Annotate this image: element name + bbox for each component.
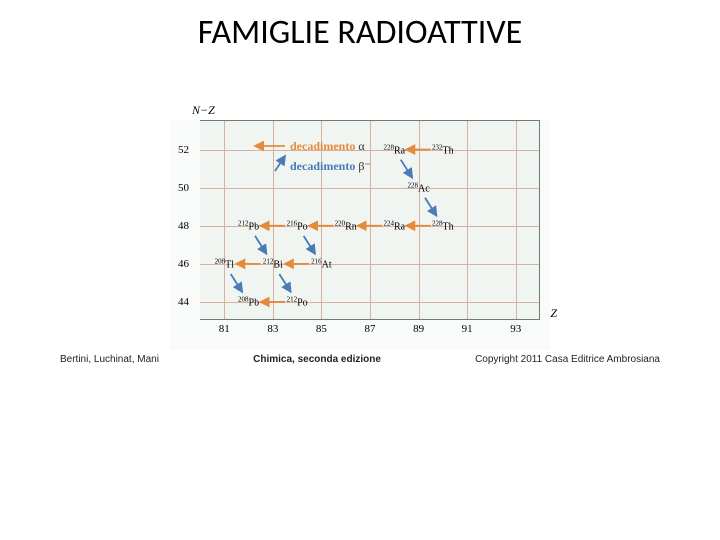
y-tick-label: 46 [178, 258, 189, 270]
x-tick-label: 89 [413, 323, 424, 335]
y-tick-label: 50 [178, 182, 189, 194]
credit-line: Bertini, Luchinat, Mani Chimica, seconda… [60, 354, 660, 365]
x-tick-label: 87 [365, 323, 376, 335]
x-tick-label: 81 [219, 323, 230, 335]
nuclide-po216: 216Po [287, 219, 308, 232]
x-tick-label: 85 [316, 323, 327, 335]
beta-decay-arrow [401, 160, 412, 178]
x-tick-label: 83 [267, 323, 278, 335]
nuclide-po212: 212Po [287, 295, 308, 308]
nuclide-rn220: 220Rn [335, 219, 357, 232]
beta-decay-arrow [425, 198, 436, 216]
credit-authors: Bertini, Luchinat, Mani [60, 354, 159, 365]
credit-copyright: Copyright 2011 Casa Editrice Ambrosiana [475, 354, 660, 365]
nuclide-th228: 228Th [432, 219, 454, 232]
beta-decay-arrow [304, 236, 315, 254]
beta-decay-arrow [279, 274, 290, 292]
y-tick-label: 52 [178, 144, 189, 156]
x-tick-label: 91 [462, 323, 473, 335]
page-title: FAMIGLIE RADIOATTIVE [0, 0, 720, 53]
x-axis-label: Z [550, 306, 557, 321]
nuclide-th232: 232Th [432, 143, 454, 156]
legend-beta-arrow [275, 156, 285, 171]
y-tick-label: 44 [178, 296, 189, 308]
legend-alpha-label: decadimento α [290, 139, 365, 154]
credit-book: Chimica, seconda edizione [253, 354, 381, 365]
slide: FAMIGLIE RADIOATTIVE N−Z Z 81 83 85 87 89 91 9… [0, 0, 720, 540]
nuclide-bi212: 212Bi [263, 257, 283, 270]
beta-decay-arrow [231, 274, 242, 292]
plot-area: N−Z Z 818385878991934446485052232Th228Ra… [200, 120, 540, 320]
decay-chart: N−Z Z 818385878991934446485052232Th228Ra… [170, 120, 550, 350]
nuclide-pb208: 208Pb [238, 295, 259, 308]
y-tick-label: 48 [178, 220, 189, 232]
nuclide-ra228: 228Ra [383, 143, 405, 156]
y-axis-label: N−Z [192, 103, 215, 118]
nuclide-ra224: 224Ra [383, 219, 405, 232]
nuclide-pb212: 212Pb [238, 219, 259, 232]
nuclide-tl208: 208Tl [215, 257, 234, 270]
nuclide-at216: 216At [311, 257, 332, 270]
beta-decay-arrow [255, 236, 266, 254]
x-tick-label: 93 [510, 323, 521, 335]
nuclide-ac228: 228Ac [407, 181, 429, 194]
legend-beta-label: decadimento β⁻ [290, 159, 371, 174]
